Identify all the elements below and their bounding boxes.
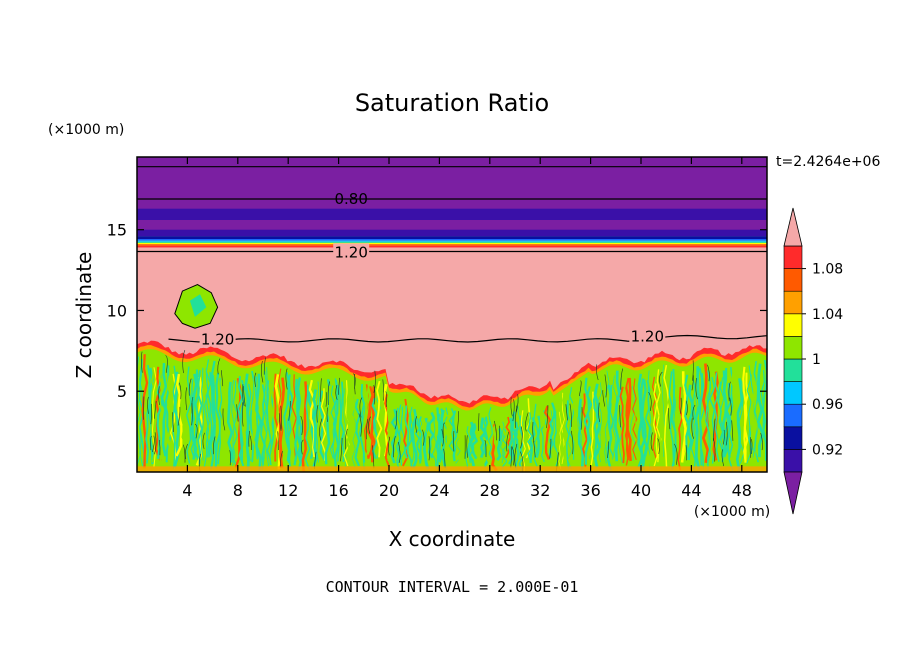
colorbar-box (783, 268, 803, 292)
colorbar-box (783, 290, 803, 315)
x-tick-label: 24 (429, 481, 449, 500)
colorbar-top-triangle (783, 207, 803, 247)
x-tick-label: 20 (379, 481, 399, 500)
colorbar-box (783, 403, 803, 428)
colorbar-tick-label: 1.04 (812, 307, 843, 323)
colorbar-tick-label: 0.92 (812, 442, 843, 458)
contour-label: 1.20 (631, 327, 664, 345)
x-tick-label: 28 (480, 481, 500, 500)
colorbar-box (783, 313, 803, 337)
dry-band-5 (137, 240, 767, 242)
colorbar-tick-label: 1.08 (812, 262, 843, 278)
dry-band-4 (137, 239, 767, 241)
dry-band-6 (137, 241, 767, 243)
y-tick-label: 15 (107, 221, 127, 240)
surface-band (137, 466, 767, 472)
colorbar-tick-label: 1 (812, 352, 821, 368)
plot-frame (136, 156, 768, 473)
y-unit-label: (×1000 m) (48, 122, 124, 138)
contour-label: 1.20 (334, 243, 367, 261)
colorbar-bottom-triangle (783, 471, 803, 515)
contour-labels: 0.80 1.20 1.20 1.20 (199, 190, 666, 349)
dry-band-8 (137, 244, 767, 246)
x-axis-label: X coordinate (389, 527, 516, 551)
x-tick-label: 12 (278, 481, 298, 500)
x-tick-label: 36 (580, 481, 600, 500)
x-tick-label: 16 (328, 481, 348, 500)
dry-band-3 (137, 236, 767, 240)
colorbar-box (783, 245, 803, 269)
x-tick-label: 4 (182, 481, 192, 500)
turbulence-streaks (137, 349, 767, 472)
colorbar: 0.92 0.96 1 1.04 1.08 (783, 207, 843, 515)
dry-band-7 (137, 242, 767, 245)
x-tick-label: 40 (631, 481, 651, 500)
colorbar-box (783, 336, 803, 360)
colorbar-box (783, 381, 803, 405)
x-tick-label: 48 (732, 481, 752, 500)
contour-label: 0.80 (334, 190, 367, 208)
y-axis-label: Z coordinate (72, 252, 96, 379)
x-tick-label: 44 (681, 481, 701, 500)
x-tick-label: 8 (233, 481, 243, 500)
y-tick-label: 10 (107, 301, 127, 320)
contour-line-120-lower (168, 334, 767, 343)
contour-interval-note: CONTOUR INTERVAL = 2.000E-01 (326, 578, 579, 596)
saturation-field (137, 157, 767, 472)
contour-lines (137, 166, 767, 343)
dry-band-2 (137, 229, 767, 237)
dry-band-1 (137, 208, 767, 220)
colorbar-tick-label: 0.96 (812, 397, 843, 413)
y-tick-label: 5 (117, 382, 127, 401)
contour-label: 1.20 (201, 331, 234, 349)
y-axis-ticks: 5 10 15 (107, 221, 767, 401)
cloud-core (189, 294, 207, 317)
colorbar-box (783, 358, 803, 382)
x-axis-ticks: 4 8 12 16 20 24 28 32 36 40 44 48 (182, 157, 752, 500)
x-unit-label: (×1000 m) (694, 504, 770, 520)
time-label: t=2.4264e+06 (776, 154, 880, 170)
dry-band-9 (137, 245, 767, 248)
x-tick-label: 32 (530, 481, 550, 500)
dry-band-0 (137, 157, 767, 235)
chart-title: Saturation Ratio (355, 89, 549, 117)
colorbar-box (783, 426, 803, 450)
colorbar-box (783, 449, 803, 473)
